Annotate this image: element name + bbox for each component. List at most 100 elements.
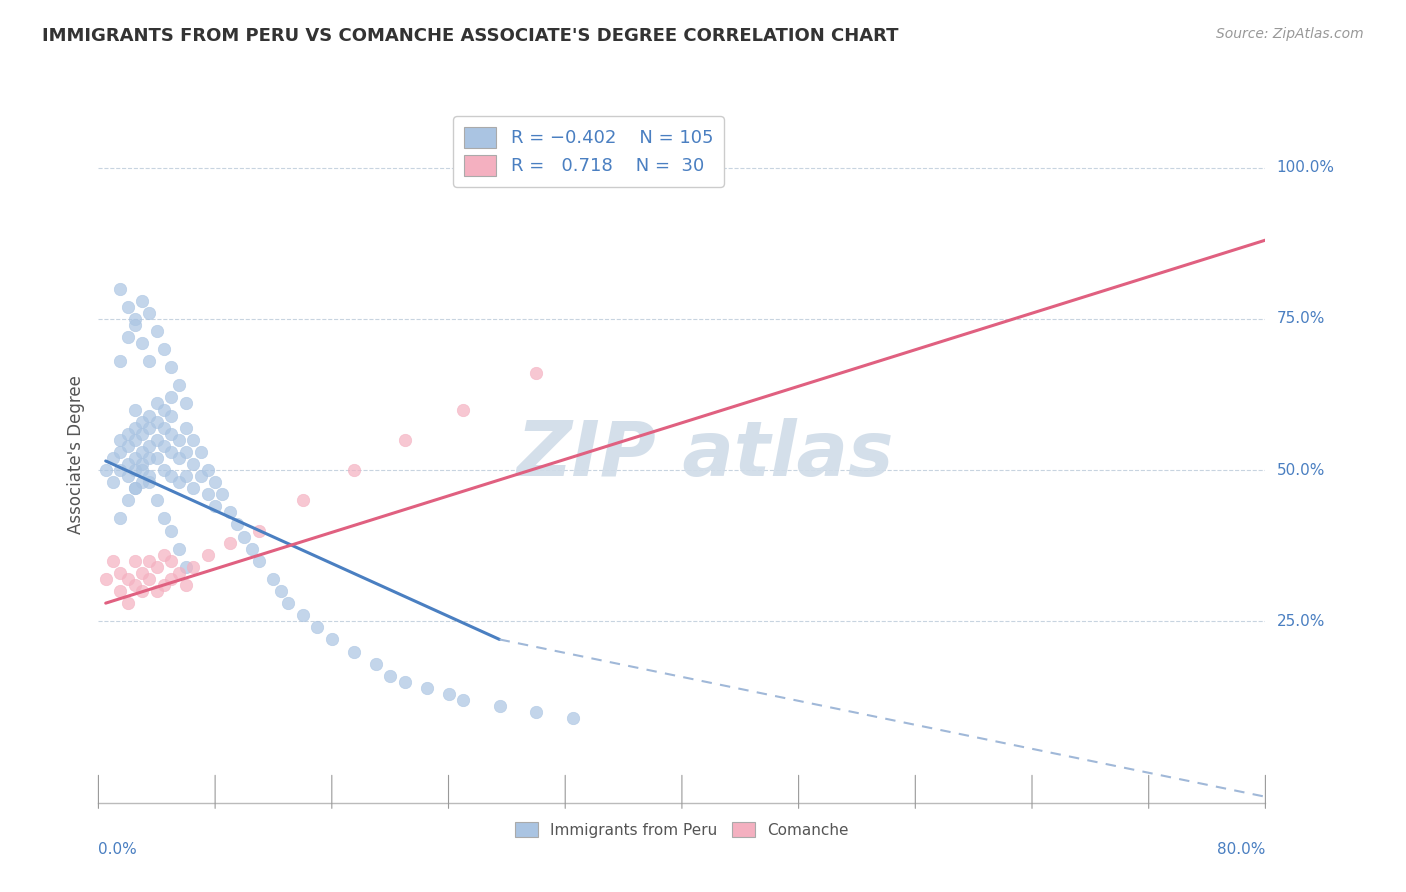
Point xyxy=(131,566,153,580)
Text: 25.0%: 25.0% xyxy=(1277,614,1324,629)
Point xyxy=(343,644,366,658)
Point xyxy=(117,426,139,441)
Point xyxy=(110,463,132,477)
Text: 80.0%: 80.0% xyxy=(1218,842,1265,856)
Point xyxy=(233,530,256,544)
Point xyxy=(131,463,153,477)
Point xyxy=(226,517,249,532)
Text: ZIP atlas: ZIP atlas xyxy=(516,418,894,491)
Point xyxy=(451,693,474,707)
Point xyxy=(174,578,197,592)
Point xyxy=(117,572,139,586)
Point xyxy=(218,505,240,519)
Point xyxy=(204,475,226,490)
Point xyxy=(124,420,146,434)
Point xyxy=(146,493,169,508)
Point xyxy=(138,306,160,320)
Point xyxy=(117,300,139,314)
Point xyxy=(160,445,183,459)
Point xyxy=(110,281,132,295)
Point xyxy=(138,572,160,586)
Point xyxy=(153,342,176,356)
Point xyxy=(153,578,176,592)
Point xyxy=(181,481,204,495)
Point xyxy=(138,409,160,423)
Point xyxy=(124,318,146,332)
Point xyxy=(94,572,117,586)
Point xyxy=(138,450,160,465)
Point xyxy=(117,439,139,453)
Point xyxy=(394,433,416,447)
Point xyxy=(110,354,132,368)
Point xyxy=(131,445,153,459)
Point xyxy=(174,396,197,410)
Text: 0.0%: 0.0% xyxy=(98,842,138,856)
Point xyxy=(307,620,329,634)
Point xyxy=(451,402,474,417)
Point xyxy=(153,402,176,417)
Point xyxy=(160,524,183,538)
Point xyxy=(218,535,240,549)
Point xyxy=(94,463,117,477)
Point xyxy=(204,500,226,514)
Point xyxy=(131,426,153,441)
Point xyxy=(364,657,387,671)
Point xyxy=(380,669,402,683)
Point xyxy=(138,554,160,568)
Point xyxy=(190,469,212,483)
Point xyxy=(101,475,124,490)
Y-axis label: Associate's Degree: Associate's Degree xyxy=(66,376,84,534)
Point xyxy=(110,511,132,525)
Text: 50.0%: 50.0% xyxy=(1277,463,1324,477)
Point xyxy=(174,420,197,434)
Point xyxy=(117,469,139,483)
Point xyxy=(110,584,132,599)
Point xyxy=(160,554,183,568)
Point xyxy=(197,463,219,477)
Point xyxy=(101,554,124,568)
Point xyxy=(160,572,183,586)
Point xyxy=(437,687,460,701)
Point xyxy=(262,572,284,586)
Point xyxy=(247,524,270,538)
Point xyxy=(153,463,176,477)
Point xyxy=(671,161,693,175)
Point xyxy=(146,433,169,447)
Text: 100.0%: 100.0% xyxy=(1277,160,1334,175)
Point xyxy=(131,293,153,308)
Point xyxy=(124,450,146,465)
Point xyxy=(138,439,160,453)
Point xyxy=(131,336,153,351)
Point xyxy=(138,469,160,483)
Point xyxy=(270,584,292,599)
Point xyxy=(124,554,146,568)
Point xyxy=(240,541,263,556)
Point xyxy=(167,378,190,392)
Point xyxy=(138,475,160,490)
Point xyxy=(131,584,153,599)
Point xyxy=(101,450,124,465)
Point xyxy=(321,632,343,647)
Point xyxy=(146,559,169,574)
Point xyxy=(146,415,169,429)
Point xyxy=(124,463,146,477)
Point xyxy=(146,450,169,465)
Point xyxy=(124,311,146,326)
Point xyxy=(146,396,169,410)
Point xyxy=(146,584,169,599)
Point xyxy=(181,457,204,471)
Point xyxy=(124,402,146,417)
Point xyxy=(561,711,583,725)
Point xyxy=(181,559,204,574)
Point xyxy=(160,469,183,483)
Point xyxy=(153,511,176,525)
Point xyxy=(174,559,197,574)
Point xyxy=(131,475,153,490)
Point xyxy=(117,330,139,344)
Point xyxy=(197,548,219,562)
Point xyxy=(524,366,547,380)
Point xyxy=(124,578,146,592)
Point xyxy=(247,554,270,568)
Point xyxy=(394,674,416,689)
Point xyxy=(160,409,183,423)
